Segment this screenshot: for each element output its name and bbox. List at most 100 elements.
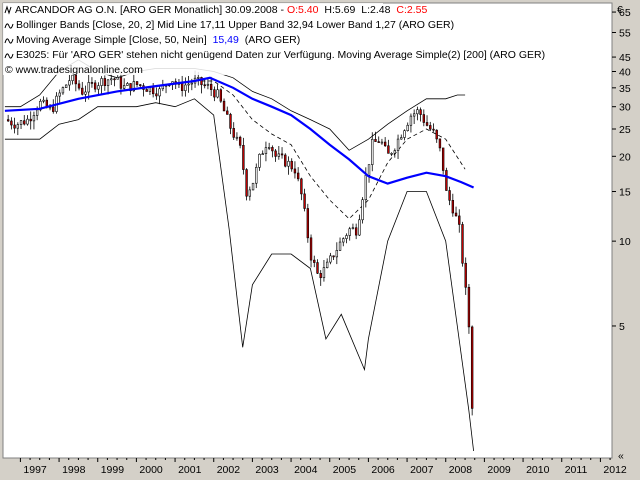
candle-body	[313, 259, 316, 263]
candle-body	[461, 224, 464, 264]
scroll-left-marker[interactable]: «	[618, 450, 624, 462]
y-axis-ticks: 5 10 15 20 25 30 35 40 45 55 65	[612, 7, 631, 333]
candle-body	[458, 215, 461, 225]
sma-legend-value: 15,49	[213, 34, 239, 46]
y-tick-label: 35	[619, 83, 631, 95]
y-tick-label: 10	[619, 236, 631, 248]
candle-body	[364, 174, 368, 201]
moving-average-line	[4, 76, 475, 189]
watermark: © www.tradesignalonline.com	[5, 64, 143, 76]
candle-body	[35, 109, 39, 116]
candle-body	[209, 83, 213, 90]
x-tick-label: 2000	[139, 464, 163, 476]
candle-body	[219, 89, 223, 102]
candle-body	[387, 145, 390, 154]
candle-body	[238, 136, 242, 146]
candle-body	[303, 193, 306, 209]
candle-body	[451, 200, 455, 214]
candle-body	[371, 139, 374, 165]
candle-body	[296, 172, 300, 180]
candle-body	[61, 87, 65, 94]
close-value: C:2.55	[396, 4, 427, 16]
candle-body	[29, 118, 32, 122]
legend-row-error: E3025: Für 'ARO GER' stehen nicht genüge…	[4, 49, 545, 61]
candle-body	[383, 141, 387, 147]
candle-body	[367, 164, 371, 176]
candle-body	[184, 84, 187, 91]
candle-body	[155, 93, 158, 97]
candle-body	[338, 241, 342, 251]
x-tick-label: 2001	[178, 464, 202, 476]
candle-body	[329, 255, 332, 263]
candle-body	[232, 128, 235, 138]
candle-body	[64, 84, 68, 88]
x-tick-label: 1999	[101, 464, 125, 476]
candle-body	[242, 145, 245, 170]
legend-row-bollinger: Bollinger Bands [Close, 20, 2] Mid Line …	[4, 19, 454, 31]
candle-body	[13, 124, 16, 129]
x-tick-label: 2008	[449, 464, 473, 476]
x-tick-label: 2007	[410, 464, 434, 476]
candle-body	[277, 153, 281, 157]
candle-body	[97, 85, 100, 90]
series-line	[194, 80, 466, 220]
candle-body	[342, 238, 345, 243]
candle-body	[377, 141, 380, 143]
candle-body	[400, 137, 403, 140]
x-tick-label: 2010	[526, 464, 550, 476]
candle-body	[87, 82, 90, 93]
candle-body	[409, 115, 413, 126]
candle-body	[380, 141, 384, 144]
candle-body	[116, 77, 119, 80]
candle-body	[306, 208, 310, 239]
candle-body	[248, 189, 252, 197]
x-tick-label: 2005	[333, 464, 357, 476]
candle-body	[216, 89, 219, 98]
candle-body	[470, 326, 474, 409]
legend-row-title: ARCANDOR AG O.N. [ARO GER Monatlich] 30.…	[4, 4, 427, 16]
error-message: E3025: Für 'ARO GER' stehen nicht genüge…	[16, 49, 545, 61]
series-line	[4, 98, 474, 452]
candle-body	[106, 79, 110, 86]
candle-body	[23, 120, 26, 125]
legend-row-sma: Moving Average Simple [Close, 50, Nein] …	[4, 34, 300, 46]
candle-body	[71, 74, 74, 81]
candle-body	[245, 169, 248, 197]
candle-body	[258, 153, 261, 168]
candle-body	[16, 124, 20, 129]
candle-body	[122, 85, 126, 89]
candle-body	[445, 170, 448, 191]
candle-body	[267, 147, 271, 149]
candle-body	[425, 122, 429, 126]
x-tick-label: 1997	[23, 464, 47, 476]
x-tick-label: 2009	[487, 464, 511, 476]
candle-body	[422, 114, 426, 123]
legend-background	[3, 3, 383, 75]
candle-body	[74, 74, 78, 85]
candle-body	[432, 128, 435, 131]
x-tick-label: 2004	[294, 464, 318, 476]
x-tick-label: 2011	[565, 464, 588, 476]
candle-body	[361, 199, 364, 221]
y-tick-label: 30	[619, 102, 631, 114]
candle-body	[284, 154, 287, 167]
candle-body	[264, 147, 268, 155]
candle-body	[19, 120, 23, 125]
candle-body	[145, 89, 148, 92]
candle-body	[374, 139, 377, 142]
candle-body	[132, 81, 136, 92]
candle-body	[419, 109, 422, 115]
candle-body	[26, 118, 29, 125]
instrument-title: ARCANDOR AG O.N. [ARO GER Monatlich] 30.…	[15, 4, 285, 16]
y-tick-label: 45	[619, 52, 631, 64]
candle-body	[180, 83, 184, 91]
candle-body	[10, 120, 13, 126]
candle-body	[319, 272, 322, 279]
candle-body	[197, 77, 200, 79]
candle-body	[6, 119, 10, 122]
candle-body	[348, 228, 351, 236]
candle-body	[110, 78, 113, 81]
candle-body	[135, 81, 139, 85]
candle-body	[39, 100, 42, 111]
candle-body	[200, 77, 203, 86]
